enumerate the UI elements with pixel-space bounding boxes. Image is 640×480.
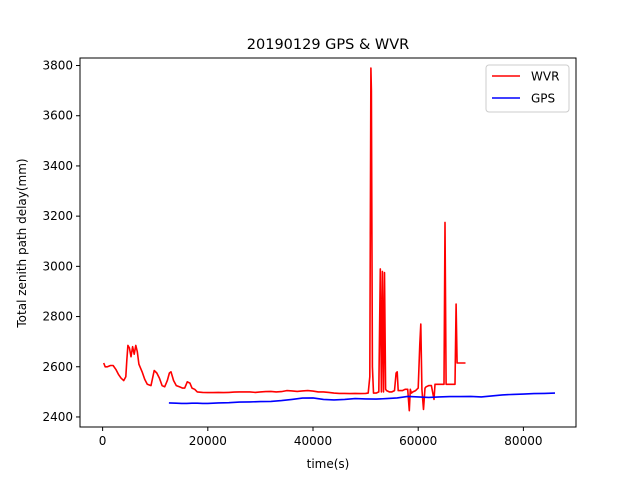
y-tick-label: 3600 <box>42 109 73 123</box>
y-axis-label: Total zenith path delay(mm) <box>15 158 29 328</box>
x-axis-label: time(s) <box>307 457 350 471</box>
x-tick-label: 80000 <box>504 434 542 448</box>
y-tick-label: 2800 <box>42 310 73 324</box>
y-tick-label: 3400 <box>42 159 73 173</box>
series-line-gps <box>168 392 556 405</box>
series-line-wvr <box>102 67 466 412</box>
chart-title: 20190129 GPS & WVR <box>247 37 409 53</box>
x-tick-label: 20000 <box>189 434 227 448</box>
x-tick-label: 0 <box>99 434 107 448</box>
y-tick-label: 2400 <box>42 410 73 424</box>
legend-label-wvr: WVR <box>531 70 559 84</box>
y-tick-label: 2600 <box>42 360 73 374</box>
x-tick-label: 60000 <box>399 434 437 448</box>
y-tick-label: 3000 <box>42 259 73 273</box>
y-axis: 2400 2600 2800 3000 3200 3400 3600 3800 <box>42 59 80 424</box>
y-tick-label: 3800 <box>42 59 73 73</box>
legend-label-gps: GPS <box>531 92 555 106</box>
axes-frame <box>79 57 577 428</box>
y-tick-label: 3200 <box>42 209 73 223</box>
x-tick-label: 40000 <box>294 434 332 448</box>
plot-area <box>102 67 556 412</box>
x-axis: 0 20000 40000 60000 80000 <box>99 427 542 448</box>
legend: WVR GPS <box>485 64 570 113</box>
